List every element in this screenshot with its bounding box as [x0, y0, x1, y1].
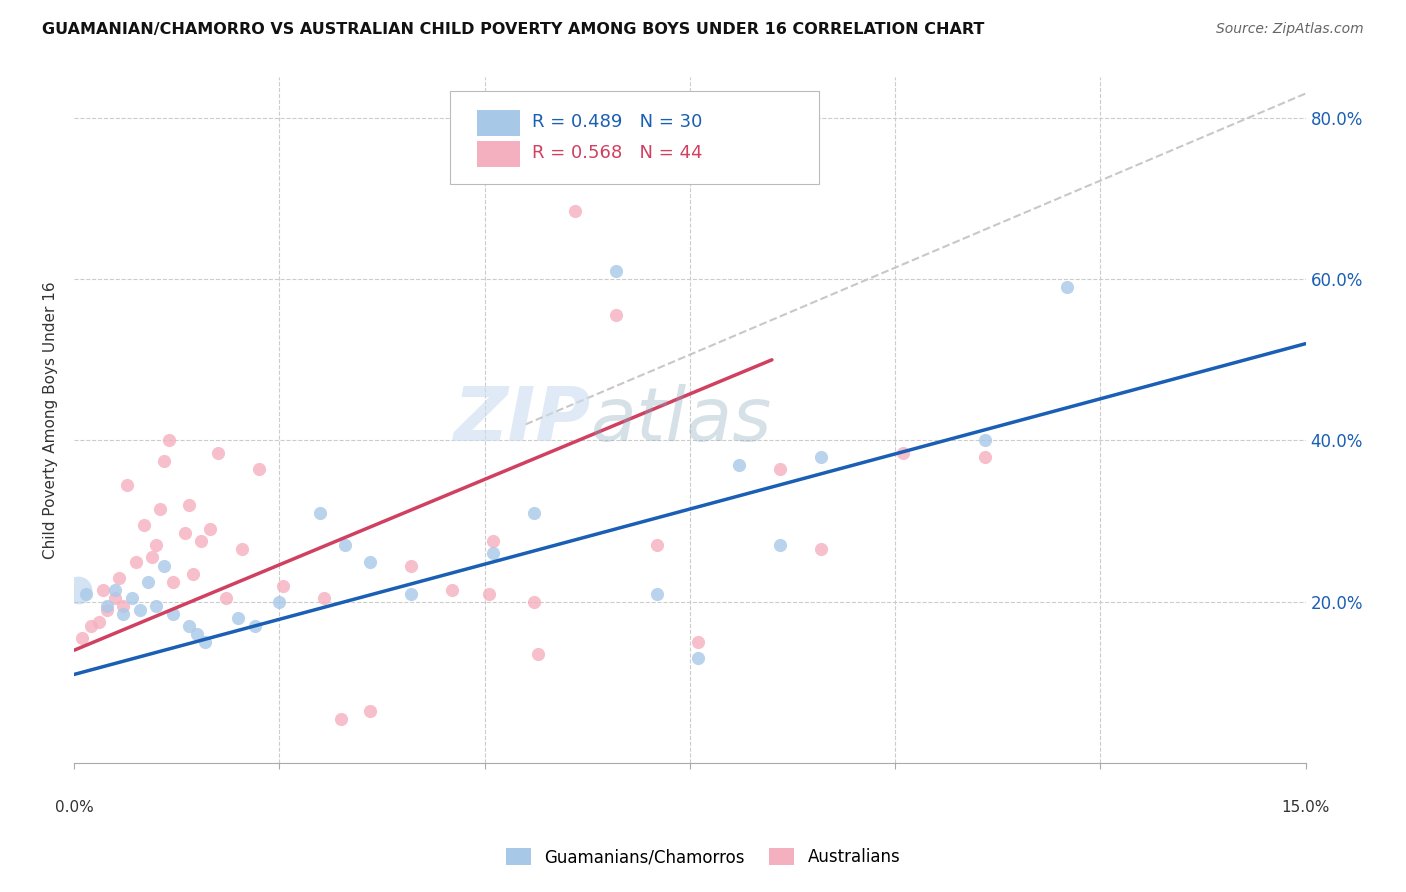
Point [157, 434, 180, 448]
Point [231, 542, 253, 557]
Point [87, 615, 110, 629]
Point [974, 434, 997, 448]
Point [136, 574, 159, 589]
Point [686, 651, 709, 665]
Point [810, 542, 832, 557]
Point [247, 461, 270, 475]
Point [564, 203, 586, 218]
Point [686, 635, 709, 649]
Point [974, 450, 997, 464]
FancyBboxPatch shape [450, 91, 820, 184]
Text: 0.0%: 0.0% [55, 799, 93, 814]
Point [79, 619, 101, 633]
Point [769, 538, 792, 552]
Text: Source: ZipAtlas.com: Source: ZipAtlas.com [1216, 22, 1364, 37]
Point [645, 587, 668, 601]
Point [124, 554, 146, 568]
Text: atlas: atlas [592, 384, 773, 457]
Text: 15.0%: 15.0% [1281, 799, 1330, 814]
Point [186, 627, 208, 641]
Point [523, 595, 546, 609]
Point [527, 648, 550, 662]
Point [309, 506, 332, 520]
Point [226, 611, 249, 625]
Bar [477, 110, 520, 136]
Point [67, 582, 90, 597]
Point [181, 566, 204, 581]
Point [891, 445, 914, 459]
Point [112, 599, 135, 613]
Point [141, 550, 163, 565]
Point [478, 587, 501, 601]
Point [215, 591, 238, 605]
Point [112, 607, 135, 621]
Point [207, 445, 229, 459]
Point [96, 599, 118, 613]
Point [769, 461, 792, 475]
Point [117, 478, 139, 492]
Point [72, 631, 94, 645]
Point [121, 591, 143, 605]
Point [359, 704, 381, 718]
Point [728, 458, 751, 472]
Point [190, 534, 212, 549]
Point [359, 554, 381, 568]
Point [314, 591, 336, 605]
Point [333, 538, 356, 552]
Text: ZIP: ZIP [454, 384, 592, 457]
Point [273, 579, 295, 593]
Point [104, 582, 127, 597]
Point [243, 619, 266, 633]
Legend: Guamanians/Chamorros, Australians: Guamanians/Chamorros, Australians [498, 840, 908, 875]
Point [269, 595, 291, 609]
Point [177, 619, 200, 633]
Text: R = 0.489   N = 30: R = 0.489 N = 30 [533, 113, 703, 131]
Y-axis label: Child Poverty Among Boys Under 16: Child Poverty Among Boys Under 16 [44, 282, 58, 559]
Text: GUAMANIAN/CHAMORRO VS AUSTRALIAN CHILD POVERTY AMONG BOYS UNDER 16 CORRELATION C: GUAMANIAN/CHAMORRO VS AUSTRALIAN CHILD P… [42, 22, 984, 37]
Point [162, 574, 184, 589]
Point [194, 635, 217, 649]
Point [440, 582, 463, 597]
Point [145, 538, 167, 552]
Point [523, 506, 546, 520]
Point [1056, 280, 1078, 294]
Point [174, 526, 197, 541]
Point [399, 587, 422, 601]
Point [481, 534, 503, 549]
Point [810, 450, 832, 464]
Point [108, 571, 131, 585]
Point [605, 309, 627, 323]
Point [96, 603, 118, 617]
Point [329, 712, 352, 726]
Point [104, 591, 127, 605]
Point [162, 607, 184, 621]
Point [645, 538, 668, 552]
Point [145, 599, 167, 613]
Point [399, 558, 422, 573]
Point [75, 587, 97, 601]
Point [149, 502, 172, 516]
Point [132, 518, 155, 533]
Point [177, 498, 200, 512]
Text: R = 0.568   N = 44: R = 0.568 N = 44 [533, 144, 703, 161]
Point [128, 603, 150, 617]
Point [481, 546, 503, 560]
Point [153, 453, 176, 467]
Point [91, 582, 114, 597]
Point [153, 558, 176, 573]
Point [605, 264, 627, 278]
Bar [477, 141, 520, 167]
Point [198, 522, 221, 536]
